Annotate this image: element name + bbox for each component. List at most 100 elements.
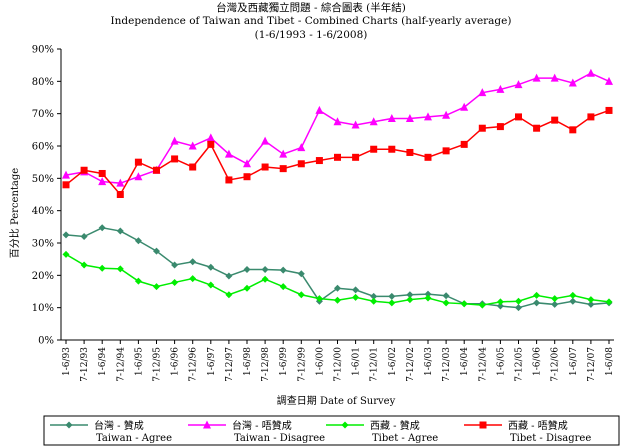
x-tick-label: 7-12/96 bbox=[189, 347, 199, 382]
data-point bbox=[225, 291, 233, 299]
data-point bbox=[569, 291, 577, 299]
data-point bbox=[80, 233, 88, 241]
data-point bbox=[279, 149, 288, 158]
data-point bbox=[605, 76, 613, 85]
data-point bbox=[478, 301, 486, 309]
data-point bbox=[442, 147, 450, 155]
data-point bbox=[116, 227, 124, 235]
data-point bbox=[496, 298, 504, 306]
data-point bbox=[333, 117, 342, 126]
data-point bbox=[62, 181, 70, 189]
x-tick-label: 1-6/98 bbox=[243, 347, 253, 376]
legend-swatch-marker bbox=[479, 421, 487, 429]
data-point bbox=[460, 140, 468, 148]
legend-label-zh: 台灣 - 贊成 bbox=[94, 419, 144, 432]
data-point bbox=[261, 163, 269, 171]
data-point bbox=[171, 261, 179, 269]
series-4 bbox=[62, 106, 613, 198]
data-point bbox=[315, 157, 323, 165]
legend-label-en: Tibet - Agree bbox=[372, 433, 438, 444]
data-point bbox=[406, 148, 414, 156]
data-point bbox=[533, 291, 541, 299]
data-point bbox=[514, 80, 523, 89]
data-point bbox=[153, 166, 160, 174]
data-point bbox=[98, 224, 106, 232]
data-point bbox=[279, 165, 287, 173]
data-point bbox=[170, 136, 179, 145]
data-point bbox=[62, 231, 70, 239]
data-point bbox=[406, 291, 414, 299]
x-tick-label: 7-12/99 bbox=[297, 347, 307, 382]
data-point bbox=[261, 136, 270, 145]
x-tick-label: 7-12/00 bbox=[334, 347, 344, 382]
data-point bbox=[188, 141, 197, 150]
x-tick-label: 7-12/05 bbox=[515, 347, 525, 382]
data-point bbox=[569, 126, 577, 134]
data-point bbox=[496, 302, 504, 310]
data-point bbox=[352, 286, 360, 294]
x-tick-label: 1-6/94 bbox=[98, 347, 108, 376]
data-point bbox=[533, 124, 541, 132]
data-point bbox=[62, 170, 70, 179]
data-point bbox=[496, 123, 504, 131]
data-point bbox=[387, 114, 396, 123]
data-point bbox=[587, 113, 595, 121]
x-axis-label: 調查日期 Date of Survey bbox=[277, 394, 396, 407]
data-point bbox=[98, 177, 107, 186]
data-point bbox=[515, 304, 522, 312]
data-point bbox=[261, 266, 269, 274]
data-point bbox=[352, 293, 360, 301]
data-point bbox=[261, 275, 269, 283]
x-tick-label: 1-6/06 bbox=[533, 347, 543, 376]
y-tick-label: 50% bbox=[32, 174, 54, 185]
data-point bbox=[460, 300, 468, 308]
data-point bbox=[207, 281, 215, 289]
data-point bbox=[279, 283, 287, 291]
data-point bbox=[207, 263, 215, 271]
y-tick-label: 90% bbox=[32, 45, 54, 56]
data-point bbox=[297, 143, 306, 152]
data-point bbox=[442, 299, 450, 307]
data-point bbox=[388, 299, 396, 307]
chart-subtitle: Independence of Taiwan and Tibet - Combi… bbox=[111, 15, 512, 27]
data-point bbox=[388, 145, 396, 153]
y-tick-label: 40% bbox=[32, 206, 54, 217]
x-tick-label: 1-6/05 bbox=[496, 347, 506, 376]
x-tick-label: 7-12/95 bbox=[153, 347, 163, 382]
data-point bbox=[351, 120, 360, 129]
y-tick-label: 30% bbox=[32, 239, 54, 250]
legend-label-en: Tibet - Disagree bbox=[510, 433, 591, 444]
y-tick-label: 60% bbox=[32, 142, 54, 153]
x-tick-label: 7-12/06 bbox=[551, 347, 561, 382]
data-point bbox=[478, 88, 487, 97]
x-tick-label: 7-12/98 bbox=[261, 347, 271, 382]
data-point bbox=[424, 294, 432, 302]
data-point bbox=[243, 173, 251, 181]
data-point bbox=[515, 113, 522, 121]
data-point bbox=[206, 133, 215, 142]
x-tick-label: 1-6/97 bbox=[207, 347, 217, 376]
y-tick-label: 70% bbox=[32, 109, 54, 120]
y-tick-label: 80% bbox=[32, 77, 54, 88]
legend-label-zh: 台灣 - 唔贊成 bbox=[232, 419, 292, 432]
data-point bbox=[243, 266, 251, 274]
data-point bbox=[568, 78, 577, 87]
data-point bbox=[587, 300, 595, 308]
data-point bbox=[80, 261, 88, 269]
data-point bbox=[134, 172, 143, 181]
data-point bbox=[587, 296, 595, 304]
series-3 bbox=[62, 250, 613, 309]
y-axis-label: 百分比 Percentage bbox=[9, 168, 21, 258]
data-point bbox=[189, 275, 197, 283]
data-point bbox=[370, 292, 378, 300]
legend-label-en: Taiwan - Agree bbox=[96, 433, 172, 444]
data-point bbox=[297, 291, 305, 299]
data-point bbox=[98, 169, 106, 177]
legend-label-zh: 西藏 - 贊成 bbox=[370, 419, 420, 432]
x-tick-label: 7-12/93 bbox=[80, 347, 90, 382]
data-point bbox=[315, 295, 323, 303]
